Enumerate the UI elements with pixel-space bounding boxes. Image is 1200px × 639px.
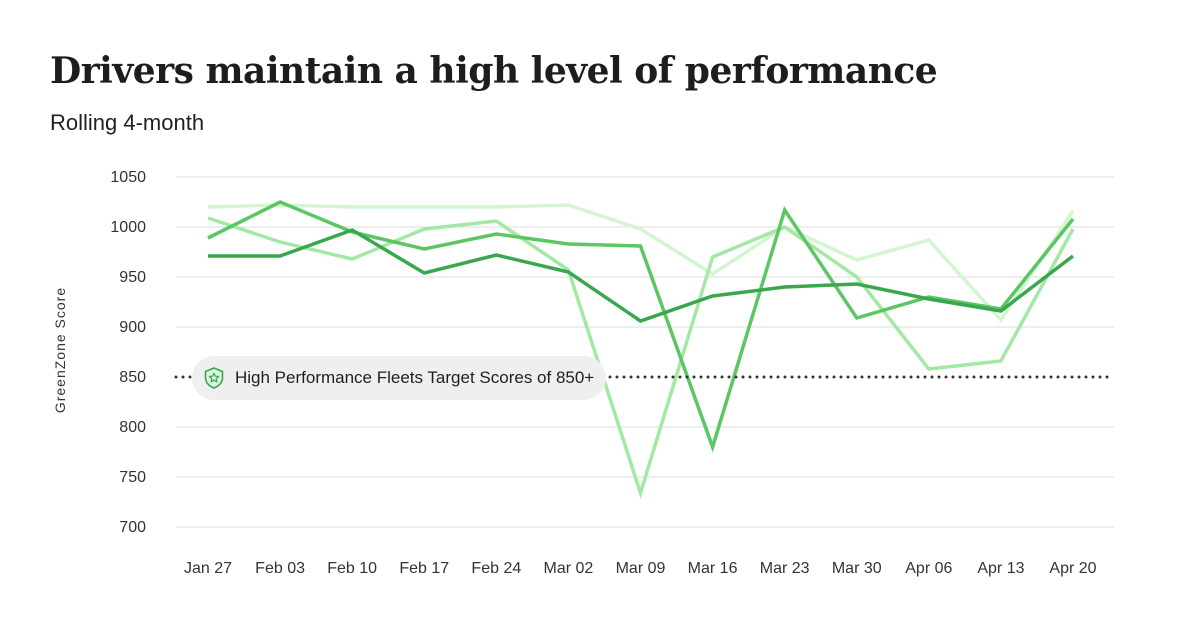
target-annotation: High Performance Fleets Target Scores of… <box>192 356 607 400</box>
chart-subtitle: Rolling 4-month <box>50 110 205 135</box>
x-tick-label: Feb 24 <box>471 560 521 577</box>
y-tick-label: 800 <box>119 419 146 436</box>
x-tick-label: Feb 03 <box>255 560 305 577</box>
x-tick-label: Feb 17 <box>399 560 449 577</box>
x-tick-label: Mar 16 <box>688 560 738 577</box>
series-line-2 <box>207 216 1075 499</box>
series-lines <box>207 200 1075 499</box>
y-tick-label: 950 <box>119 269 146 286</box>
x-tick-label: Apr 13 <box>977 560 1024 577</box>
y-tick-label: 900 <box>119 319 146 336</box>
shield-star-icon <box>202 366 226 390</box>
x-tick-label: Mar 02 <box>544 560 594 577</box>
y-axis-label: GreenZone Score <box>52 287 68 413</box>
x-tick-label: Apr 20 <box>1049 560 1096 577</box>
y-tick-label: 850 <box>119 369 146 386</box>
x-tick-label: Feb 10 <box>327 560 377 577</box>
target-annotation-text: High Performance Fleets Target Scores of… <box>235 368 595 387</box>
grid-lines <box>176 176 1114 528</box>
chart-title: Drivers maintain a high level of perform… <box>50 50 938 92</box>
y-tick-label: 1000 <box>110 219 146 236</box>
x-tick-label: Mar 30 <box>832 560 882 577</box>
y-tick-label: 700 <box>119 519 146 536</box>
series-line-4 <box>208 228 1075 323</box>
x-tick-label: Jan 27 <box>184 560 232 577</box>
y-tick-label: 1050 <box>110 169 146 186</box>
x-tick-label: Apr 06 <box>905 560 952 577</box>
x-tick-label: Mar 23 <box>760 560 810 577</box>
series-line-3 <box>207 200 1075 453</box>
series-line-1 <box>207 203 1075 323</box>
x-axis-ticks: Jan 27 Feb 03 Feb 10 Feb 17 Feb 24 Mar 02 Mar … <box>184 560 1097 577</box>
y-tick-label: 750 <box>119 469 146 486</box>
y-axis-ticks: 700 750 800 850 900 950 1000 1050 <box>110 169 146 536</box>
x-tick-label: Mar 09 <box>616 560 666 577</box>
